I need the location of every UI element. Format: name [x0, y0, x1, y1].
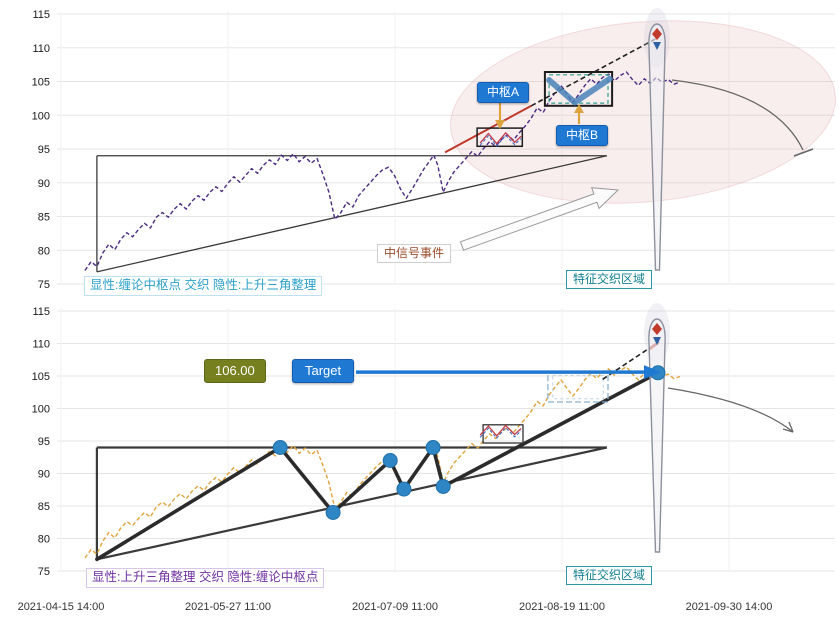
signal-arrow — [459, 187, 620, 251]
pivot-a-pointer-head — [495, 120, 505, 129]
curve-arrow-bottom-head-1 — [782, 428, 794, 433]
zigzag-trend-line — [95, 371, 660, 562]
pivot-a-wave-red — [479, 424, 522, 437]
price-chart-bottom[interactable]: 75 80 85 90 95 100 105 110 115 — [0, 300, 839, 600]
y-tick-label: 75 — [38, 566, 50, 578]
chart-panel-top: 75 80 85 90 95 100 105 110 115 中枢A 中枢B 中信号事件 显性:… — [0, 0, 839, 300]
y-tick-label: 90 — [38, 469, 50, 481]
feature-pin — [648, 23, 666, 271]
pivot-a-wave-red — [479, 131, 522, 145]
x-tick-label: 2021-08-19 11:00 — [518, 601, 606, 613]
y-tick-label: 105 — [32, 371, 50, 383]
pattern-caption-bottom: 显性:上升三角整理 交织 隐性:缠论中枢点 — [86, 568, 325, 588]
pivot-a-wave-blue — [479, 426, 522, 439]
target-button[interactable]: Target — [292, 359, 355, 384]
pivot-b-button[interactable]: 中枢B — [556, 125, 609, 146]
pivot-b-pointer-head — [574, 104, 584, 113]
pivot-b-inner-box — [548, 74, 609, 104]
pin-triangle-icon — [653, 42, 661, 50]
x-tick-label: 2021-07-09 11:00 — [351, 601, 439, 613]
x-tick-label: 2021-09-30 14:00 — [685, 601, 773, 613]
x-tick-label: 2021-04-15 14:00 — [17, 601, 105, 613]
zigzag-vertex-marker[interactable] — [435, 479, 451, 494]
curve-arrow-top-end — [793, 148, 814, 157]
price-series — [84, 366, 681, 559]
price-chart-top[interactable]: 75 80 85 90 95 100 105 110 115 — [0, 0, 839, 300]
chart-panel-bottom: 75 80 85 90 95 100 105 110 115 106.00 Target 显性:… — [0, 300, 839, 600]
pivot-a-wave-blue — [479, 134, 522, 147]
pattern-caption-top: 显性:缠论中枢点 交织 隐性:上升三角整理 — [84, 276, 323, 296]
zigzag-vertex-marker[interactable] — [425, 440, 441, 455]
y-tick-label: 100 — [32, 404, 50, 416]
zigzag-vertex-marker[interactable] — [325, 505, 341, 520]
curve-arrow-bottom-head-2 — [788, 421, 794, 433]
x-tick-label: 2021-05-27 11:00 — [184, 601, 272, 613]
pin-diamond-icon — [652, 323, 662, 335]
feature-zone-label-bottom: 特征交织区域 — [566, 566, 653, 585]
triangle-support-line — [96, 446, 608, 561]
y-tick-label: 95 — [38, 436, 50, 448]
y-tick-label: 100 — [32, 110, 50, 122]
signal-event-label: 中信号事件 — [377, 244, 452, 263]
pivot-b-inner-box-bottom — [552, 374, 604, 400]
y-tick-label: 110 — [32, 43, 50, 55]
curve-arrow-bottom — [667, 387, 794, 433]
y-tick-label: 80 — [38, 534, 50, 546]
pivot-a-button[interactable]: 中枢A — [477, 82, 530, 103]
x-axis: 2021-04-15 14:00 2021-05-27 11:00 2021-07-… — [0, 601, 839, 617]
curve-arrow-top — [671, 79, 804, 151]
y-tick-label: 110 — [32, 339, 50, 351]
y-tick-label: 95 — [38, 144, 50, 156]
triangle-support-line — [96, 155, 607, 273]
pivot-b-wave — [546, 75, 613, 106]
price-series — [84, 71, 681, 271]
y-tick-label: 115 — [32, 9, 50, 21]
highlight-ellipse — [450, 20, 836, 204]
y-tick-label: 115 — [32, 306, 50, 318]
y-tick-label: 105 — [32, 77, 50, 89]
target-arrow-head — [644, 365, 661, 380]
feature-pin — [648, 318, 666, 553]
y-tick-label: 75 — [38, 279, 50, 291]
pivot-a-box-bottom — [482, 424, 524, 444]
pin-diamond-icon — [652, 28, 662, 40]
target-price-label: 106.00 — [204, 359, 266, 384]
projection-line-red — [444, 104, 532, 154]
y-tick-label: 85 — [38, 212, 50, 224]
y-tick-label: 85 — [38, 501, 50, 513]
zigzag-vertex-marker[interactable] — [382, 453, 398, 468]
feature-zone-label-top: 特征交织区域 — [566, 270, 653, 289]
y-tick-label: 80 — [38, 245, 50, 257]
pin-triangle-icon — [653, 337, 661, 345]
y-tick-label: 90 — [38, 178, 50, 190]
zigzag-vertex-marker[interactable] — [272, 440, 288, 455]
zigzag-vertex-marker[interactable] — [396, 481, 412, 497]
